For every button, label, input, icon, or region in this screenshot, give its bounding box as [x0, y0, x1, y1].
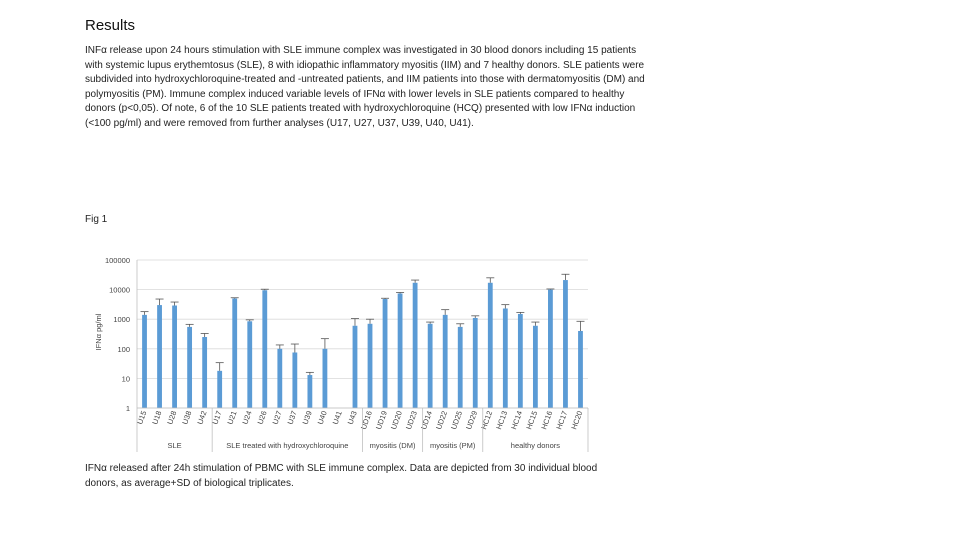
x-tick-label: HC20: [569, 410, 584, 431]
group-label: SLE: [167, 441, 181, 450]
x-tick-label: U41: [331, 410, 344, 426]
y-tick-label: 1: [126, 404, 130, 413]
x-tick-label: UD29: [464, 410, 479, 431]
x-tick-label: UD20: [389, 410, 404, 431]
y-tick-label: 100000: [105, 256, 130, 265]
group-label: SLE treated with hydroxychloroquine: [226, 441, 348, 450]
x-tick-label: UD25: [449, 410, 464, 431]
bar: [442, 314, 448, 408]
x-tick-label: U42: [195, 410, 208, 426]
bar: [187, 326, 193, 408]
bar: [217, 370, 223, 408]
x-tick-label: HC15: [524, 410, 539, 431]
x-tick-label: UD23: [404, 410, 419, 431]
bar: [502, 308, 508, 408]
y-tick-label: 10: [122, 374, 130, 383]
group-label: myositis (DM): [370, 441, 416, 450]
bar: [172, 305, 177, 408]
x-tick-label: HC16: [539, 410, 554, 431]
x-tick-label: HC12: [479, 410, 494, 431]
bar: [277, 348, 283, 408]
bar: [307, 375, 313, 408]
chart-bars: [140, 273, 585, 408]
bar: [457, 326, 463, 408]
x-tick-label: U24: [240, 410, 253, 426]
group-label: healthy donors: [511, 441, 560, 450]
bar: [578, 330, 583, 408]
section-heading: Results: [85, 17, 136, 34]
bar: [412, 282, 418, 408]
bar: [548, 289, 553, 408]
bar: [352, 325, 358, 408]
bar: [382, 299, 388, 408]
x-tick-label: U26: [255, 410, 268, 426]
x-tick-label: U28: [165, 410, 178, 426]
x-tick-label: UD16: [359, 410, 374, 431]
x-tick-label: U21: [225, 410, 238, 426]
x-tick-label: HC14: [509, 410, 524, 431]
x-tick-label: U37: [286, 410, 299, 426]
y-axis-label: IFNα pg/ml: [94, 313, 103, 350]
bar: [532, 325, 538, 408]
x-tick-label: U15: [135, 410, 148, 426]
bar: [232, 298, 238, 408]
bar: [247, 321, 253, 408]
y-tick-label: 100: [117, 345, 130, 354]
bar: [397, 293, 403, 408]
x-tick-label: U39: [301, 410, 314, 426]
bar: [142, 314, 147, 408]
x-tick-label: U40: [316, 410, 329, 426]
x-tick-label: U18: [150, 410, 163, 426]
bar: [563, 280, 568, 408]
x-tick-label: U27: [271, 410, 284, 426]
y-tick-label: 10000: [109, 286, 130, 295]
x-tick-label: HC17: [554, 410, 569, 431]
figure-caption: IFNα released after 24h stimulation of P…: [85, 463, 598, 489]
x-tick-label: U17: [210, 410, 223, 426]
x-tick-label: UD22: [434, 410, 449, 431]
x-tick-label: UD19: [374, 410, 389, 431]
bar: [517, 313, 523, 408]
bar: [262, 290, 268, 408]
bar: [472, 317, 478, 408]
figure-label: Fig 1: [85, 214, 108, 225]
bar: [367, 323, 373, 408]
y-tick-label: 1000: [113, 315, 130, 324]
x-tick-label: U38: [180, 410, 193, 426]
x-tick-label: UD14: [419, 410, 434, 431]
group-label: myositis (PM): [430, 441, 476, 450]
x-tick-label: HC13: [494, 410, 509, 431]
bar: [202, 337, 208, 408]
x-tick-label: U43: [346, 410, 359, 426]
bar: [292, 352, 298, 408]
bar: [157, 305, 162, 408]
results-paragraph: INFα release upon 24 hours stimulation w…: [85, 45, 645, 129]
bar: [487, 282, 493, 408]
bar: [322, 348, 328, 408]
bar: [427, 323, 433, 408]
